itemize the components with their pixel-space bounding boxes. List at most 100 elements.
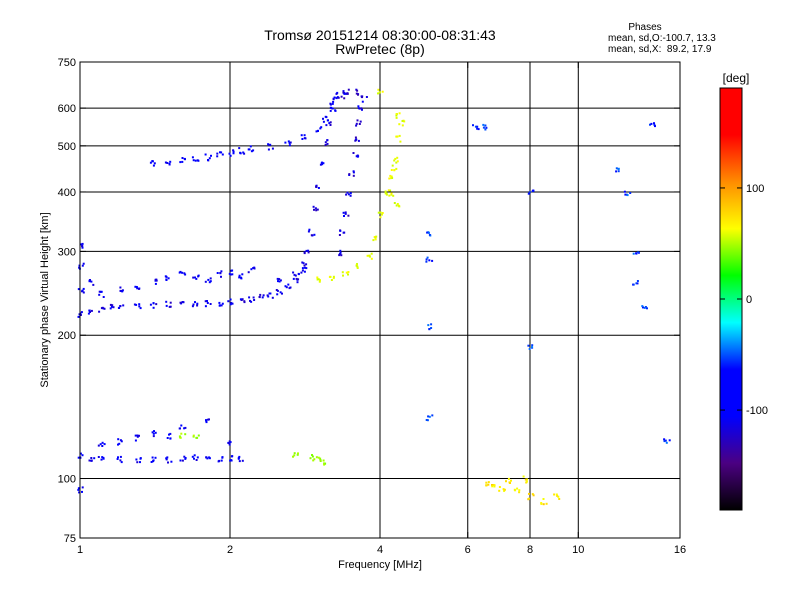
echo-point [138,434,140,437]
echo-point [518,491,521,494]
echo-point [498,486,501,488]
echo-point [664,439,667,442]
echo-point [241,273,244,276]
echo-point [493,484,496,487]
echo-point [168,433,170,436]
echo-point [340,254,343,257]
echo-point [237,457,240,460]
echo-point [381,212,384,214]
echo-point [316,208,319,211]
echo-point [196,302,199,305]
echo-point [221,153,224,156]
echo-point [366,254,369,257]
echo-point [302,262,305,265]
echo-point [112,306,115,309]
echo-point [646,307,648,310]
echo-point [204,280,207,283]
echo-point [641,305,644,308]
echo-point [395,135,398,138]
echo-point [303,270,306,273]
echo-point [345,92,348,95]
echo-point [192,276,195,279]
echo-point [193,457,195,460]
echo-point [152,432,155,435]
x-tick-label: 10 [572,544,584,556]
echo-point [192,434,195,437]
echo-point [181,157,184,159]
echo-point [653,122,655,125]
echo-point [632,283,635,286]
echo-point [377,88,380,91]
echo-point [152,302,155,305]
colorbar-tick-label: -100 [746,405,768,417]
echo-point [135,286,138,288]
echo-point [277,280,279,283]
echo-point [117,438,120,441]
echo-point [184,273,187,276]
echo-point [332,275,335,278]
echo-point [487,481,490,484]
x-tick-label: 2 [227,544,233,556]
echo-point [179,301,182,304]
echo-point [149,303,152,306]
echo-point [332,98,335,101]
echo-point [319,279,321,282]
echo-point [617,167,620,170]
echo-point [182,301,185,304]
echo-point [427,415,430,418]
chart-title: Tromsø 20151214 08:30:00-08:31:43 [264,27,496,43]
echo-point [338,254,341,257]
echo-point [355,122,358,125]
echo-point [221,302,224,305]
echo-point [206,302,209,304]
echo-point [316,278,319,281]
echo-point [218,304,221,307]
echo-point [359,120,362,123]
echo-point [431,414,434,417]
echo-point [81,289,84,292]
echo-point [204,153,207,156]
echo-point [98,293,101,296]
echo-point [121,290,124,293]
echo-point [204,305,207,308]
echo-point [644,306,647,308]
echo-point [164,161,167,164]
echo-point [90,457,93,459]
echo-point [354,139,357,142]
echo-point [271,147,274,150]
echo-point [180,424,183,427]
echo-point [152,460,154,463]
echo-point [313,458,316,461]
echo-point [352,171,355,174]
echo-point [476,127,479,130]
y-tick-label: 400 [58,187,76,199]
y-tick-label: 200 [58,330,76,342]
echo-point [103,307,106,310]
echo-point [102,296,105,298]
echo-point [556,494,559,497]
echo-point [654,125,656,128]
echo-point [230,459,233,462]
echo-point [178,435,181,438]
echo-point [304,137,307,140]
echo-point [136,461,139,464]
echo-point [349,192,352,195]
echo-point [356,154,359,157]
echo-point [136,287,139,290]
echo-point [343,97,346,100]
echo-point [79,314,82,316]
echo-point [319,163,322,166]
echo-point [196,436,199,439]
echo-point [267,295,270,298]
echo-point [288,144,291,147]
echo-point [314,207,317,210]
echo-point [390,175,393,178]
echo-point [377,92,379,95]
echo-point [397,204,400,207]
echo-point [101,456,104,459]
echo-point [557,495,560,498]
echo-point [636,282,639,285]
echo-point [178,271,181,274]
echo-point [241,459,244,462]
